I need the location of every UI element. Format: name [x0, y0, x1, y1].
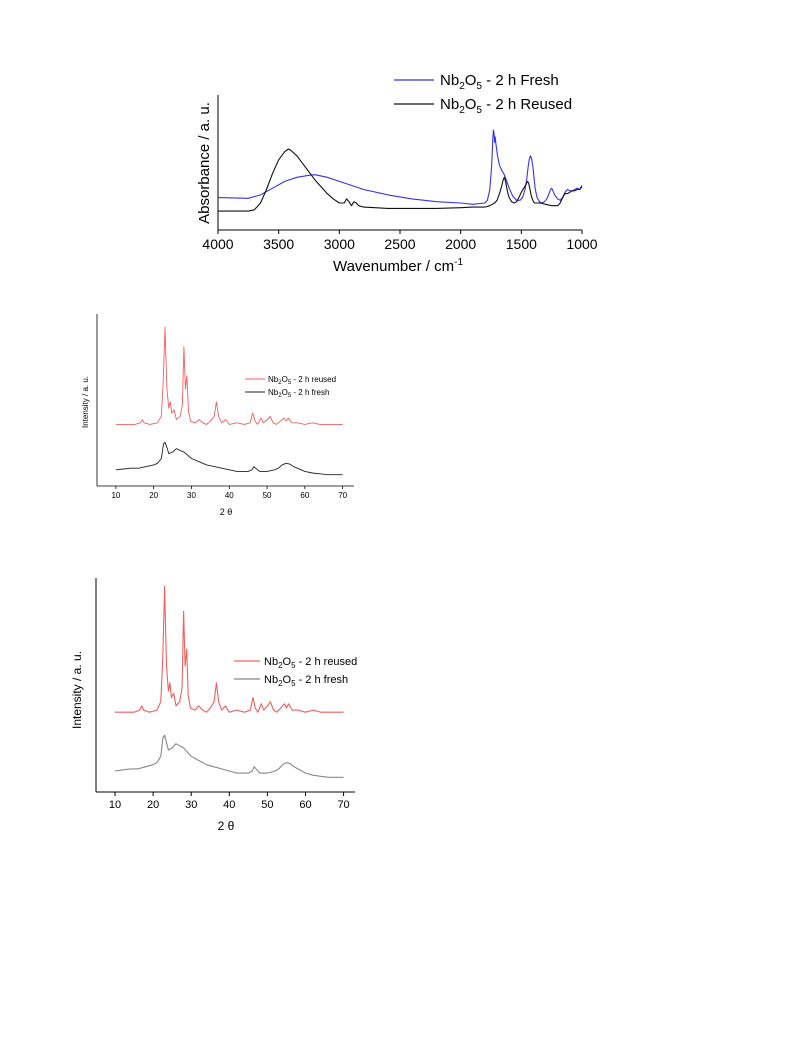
ftir-x-axis-label-main: Wavenumber / cm — [333, 258, 454, 275]
legend-fresh-rest: - 2 h fresh — [291, 388, 329, 397]
ftir-x-ticks: 4000 3500 3000 2500 2000 1500 1000 — [202, 230, 598, 252]
legend-reused-rest: - 2 h reused — [296, 656, 358, 668]
xrd-large-x-ticks: 10 20 30 40 50 60 70 — [109, 792, 350, 811]
xrd-small-legend: Nb2O5 - 2 h reused Nb2O5 - 2 h fresh — [245, 375, 336, 399]
legend-reused-nb: Nb — [268, 375, 279, 384]
legend-fresh-o: O — [282, 388, 288, 397]
x-tick-label: 30 — [187, 491, 196, 500]
legend-label-fresh: Nb2O5 - 2 h fresh — [264, 674, 348, 688]
legend-reused-o: O — [465, 96, 477, 113]
legend-reused-rest: - 2 h Reused — [482, 96, 572, 113]
x-tick-label: 70 — [337, 799, 349, 811]
x-tick-label: 1500 — [506, 236, 537, 252]
legend-label-fresh: Nb2O5 - 2 h fresh — [268, 388, 329, 399]
legend-reused-o: O — [283, 656, 292, 668]
legend-fresh-sub5: 5 — [291, 679, 296, 688]
ftir-x-axis-label: Wavenumber / cm-1 — [333, 257, 463, 275]
legend-fresh-sub2: 2 — [278, 393, 282, 399]
series-line-second — [114, 734, 344, 778]
legend-reused-sub2: 2 — [278, 661, 283, 670]
legend-reused-sub2: 2 — [278, 380, 282, 386]
legend-fresh-rest: - 2 h fresh — [296, 674, 349, 686]
series-line-second — [218, 148, 583, 212]
legend-reused-sub5: 5 — [476, 105, 482, 116]
x-tick-label: 4000 — [202, 236, 233, 252]
series-line-first — [217, 129, 583, 205]
legend-fresh-nb: Nb — [268, 388, 279, 397]
legend-reused-nb: Nb — [440, 96, 459, 113]
x-tick-label: 20 — [147, 799, 159, 811]
legend-reused-sub5: 5 — [291, 661, 296, 670]
xrd-large-y-axis-label: Intensity / a. u. — [70, 651, 84, 729]
xrd-small-axes — [96, 314, 354, 487]
x-tick-label: 60 — [300, 491, 309, 500]
legend-label-reused: Nb2O5 - 2 h Reused — [440, 96, 572, 116]
ftir-x-axis-label-sup: -1 — [454, 257, 463, 268]
x-tick-label: 50 — [261, 799, 273, 811]
legend-fresh-o: O — [465, 72, 477, 89]
x-tick-label: 20 — [149, 491, 158, 500]
x-tick-label: 40 — [223, 799, 235, 811]
legend-fresh-sub2: 2 — [459, 81, 465, 92]
xrd-large-x-axis-label: 2 θ — [218, 819, 235, 833]
x-tick-label: 1000 — [566, 236, 597, 252]
series-line-first — [115, 585, 344, 713]
x-tick-label: 10 — [111, 491, 120, 500]
x-tick-label: 3500 — [263, 236, 294, 252]
xrd-large-legend: Nb2O5 - 2 h reused Nb2O5 - 2 h fresh — [234, 656, 357, 688]
x-tick-label: 2500 — [384, 236, 415, 252]
xrd-chart-large: 10 20 30 40 50 60 70 Intensity / a. u. 2 θ Nb2… — [70, 578, 357, 833]
x-tick-label: 40 — [225, 491, 234, 500]
xrd-large-series-group — [114, 585, 344, 778]
legend-fresh-sub5: 5 — [288, 393, 292, 399]
series-line-first — [115, 326, 343, 425]
ftir-y-axis-label: Absorbance / a. u. — [196, 102, 213, 224]
legend-fresh-sub5: 5 — [476, 81, 482, 92]
x-tick-label: 60 — [299, 799, 311, 811]
xrd-large-axes — [95, 578, 355, 793]
ftir-axes — [217, 95, 582, 231]
ftir-legend: Nb2O5 - 2 h Fresh Nb2O5 - 2 h Reused — [394, 72, 572, 116]
x-tick-label: 3000 — [324, 236, 355, 252]
xrd-small-series-group — [115, 326, 343, 476]
legend-label-reused: Nb2O5 - 2 h reused — [264, 656, 357, 670]
legend-reused-sub2: 2 — [459, 105, 465, 116]
ftir-series-group — [217, 129, 583, 212]
legend-label-fresh: Nb2O5 - 2 h Fresh — [440, 72, 559, 92]
xrd-small-x-axis-label: 2 θ — [220, 507, 233, 517]
legend-fresh-nb: Nb — [440, 72, 459, 89]
x-tick-label: 70 — [338, 491, 347, 500]
ftir-chart: 4000 3500 3000 2500 2000 1500 1000 Absorbance … — [196, 72, 598, 275]
legend-reused-sub5: 5 — [288, 380, 292, 386]
xrd-chart-small: 10 20 30 40 50 60 70 Intensity / a. u. 2 θ Nb2… — [81, 314, 354, 517]
legend-fresh-o: O — [283, 674, 292, 686]
legend-reused-o: O — [282, 375, 288, 384]
xrd-small-x-ticks: 10 20 30 40 50 60 70 — [111, 486, 348, 500]
legend-reused-rest: - 2 h reused — [291, 375, 336, 384]
x-tick-label: 30 — [185, 799, 197, 811]
legend-fresh-nb: Nb — [264, 674, 278, 686]
legend-reused-nb: Nb — [264, 656, 278, 668]
x-tick-label: 2000 — [445, 236, 476, 252]
legend-label-reused: Nb2O5 - 2 h reused — [268, 375, 336, 386]
legend-fresh-sub2: 2 — [278, 679, 283, 688]
legend-fresh-rest: - 2 h Fresh — [482, 72, 559, 89]
x-tick-label: 50 — [263, 491, 272, 500]
xrd-small-y-axis-label: Intensity / a. u. — [81, 376, 90, 428]
series-line-second — [115, 441, 343, 476]
x-tick-label: 10 — [109, 799, 121, 811]
